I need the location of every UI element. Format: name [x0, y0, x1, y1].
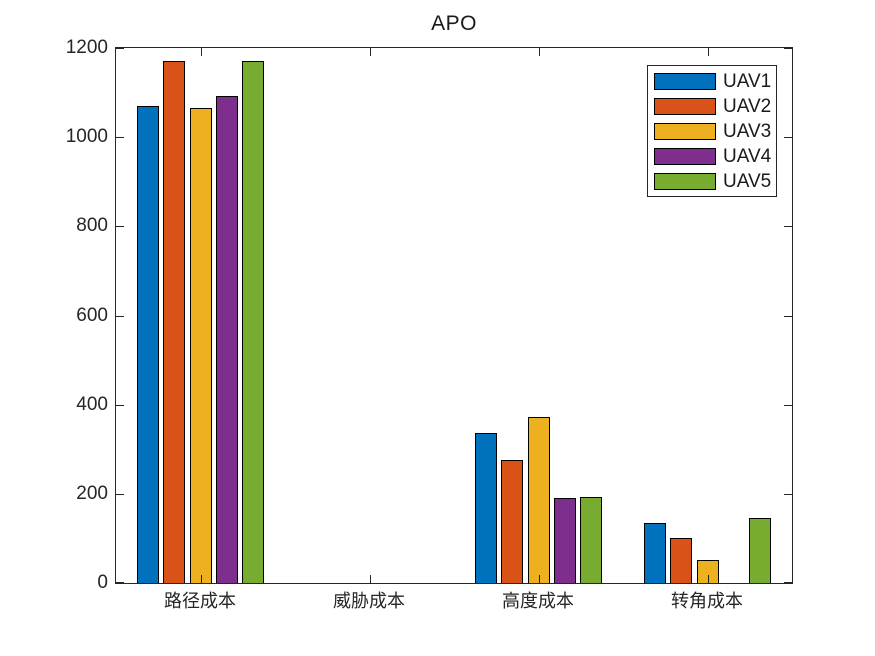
x-tick-bottom-1	[201, 575, 202, 583]
legend-item-uav3: UAV3	[648, 119, 776, 144]
y-tick-label-400: 400	[76, 394, 108, 415]
x-tick-top-3	[539, 48, 540, 56]
legend-label-uav5: UAV5	[723, 171, 772, 192]
x-tick-label-3: 高度成本	[502, 591, 574, 611]
y-tick-left-600	[116, 316, 124, 317]
y-tick-label-0: 0	[97, 572, 108, 593]
y-tick-right-800	[784, 226, 792, 227]
legend-item-uav5: UAV5	[648, 169, 776, 194]
x-tick-label-2: 威胁成本	[333, 591, 405, 611]
bar-uav4-3	[554, 498, 576, 583]
x-tick-label-1: 路径成本	[164, 591, 236, 611]
y-tick-left-200	[116, 494, 124, 495]
y-tick-label-200: 200	[76, 483, 108, 504]
bar-uav2-1	[163, 61, 185, 583]
legend-swatch-uav4	[654, 148, 716, 165]
legend-label-uav4: UAV4	[723, 146, 772, 167]
y-tick-right-0	[784, 582, 792, 583]
bar-uav3-3	[528, 417, 550, 583]
bar-uav5-4	[749, 518, 771, 583]
legend-label-uav1: UAV1	[723, 71, 772, 92]
y-tick-left-1200	[116, 48, 124, 49]
x-tick-bottom-2	[370, 575, 371, 583]
y-tick-left-0	[116, 582, 124, 583]
bar-uav3-4	[697, 560, 719, 583]
y-tick-right-200	[784, 494, 792, 495]
legend-item-uav1: UAV1	[648, 69, 776, 94]
y-tick-right-1200	[784, 48, 792, 49]
y-tick-left-1000	[116, 137, 124, 138]
bar-uav2-4	[670, 538, 692, 583]
bar-uav1-3	[475, 433, 497, 583]
y-tick-right-400	[784, 405, 792, 406]
y-tick-label-1200: 1200	[65, 37, 108, 58]
y-tick-label-600: 600	[76, 305, 108, 326]
x-tick-top-1	[201, 48, 202, 56]
x-tick-label-4: 转角成本	[671, 591, 743, 611]
x-tick-top-4	[708, 48, 709, 56]
bar-uav1-4	[644, 523, 666, 583]
bar-uav4-1	[216, 96, 238, 583]
legend-swatch-uav1	[654, 73, 716, 90]
bar-uav5-3	[580, 497, 602, 583]
x-tick-top-2	[370, 48, 371, 56]
bar-uav2-3	[501, 460, 523, 583]
legend-label-uav2: UAV2	[723, 96, 772, 117]
legend-swatch-uav2	[654, 98, 716, 115]
y-tick-label-800: 800	[76, 215, 108, 236]
x-tick-bottom-3	[539, 575, 540, 583]
chart-title: APO	[431, 12, 477, 35]
legend-swatch-uav3	[654, 123, 716, 140]
y-tick-left-800	[116, 226, 124, 227]
y-tick-right-600	[784, 316, 792, 317]
y-tick-left-400	[116, 405, 124, 406]
x-tick-bottom-4	[708, 575, 709, 583]
bar-uav1-1	[137, 106, 159, 583]
legend-label-uav3: UAV3	[723, 121, 772, 142]
legend-item-uav2: UAV2	[648, 94, 776, 119]
legend-swatch-uav5	[654, 173, 716, 190]
bar-uav3-1	[190, 108, 212, 583]
legend: UAV1 UAV2 UAV3 UAV4 UAV5	[647, 65, 777, 197]
y-tick-label-1000: 1000	[65, 126, 108, 147]
bar-uav5-1	[242, 61, 264, 583]
legend-item-uav4: UAV4	[648, 144, 776, 169]
y-tick-right-1000	[784, 137, 792, 138]
